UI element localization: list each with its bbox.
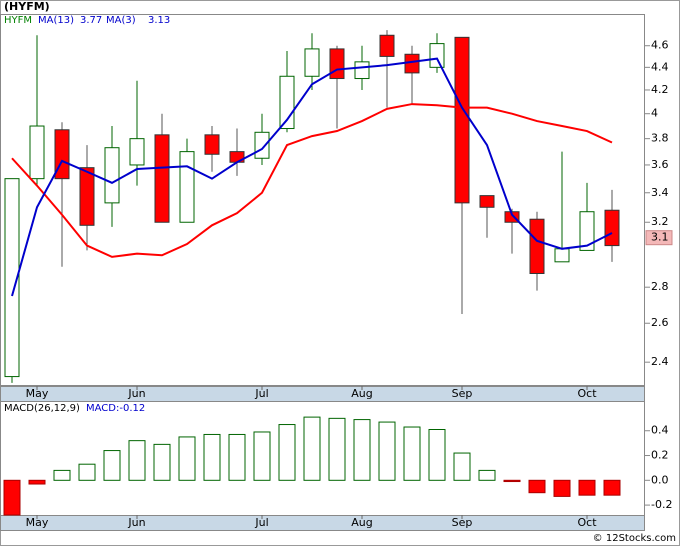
y-tick-label: 3.6 [651, 158, 669, 171]
macd-bar [53, 469, 71, 481]
macd-bar [278, 424, 296, 481]
x-tick-label: Jul [254, 387, 268, 400]
macd-bar [578, 479, 596, 496]
y-tick-label: 4.2 [651, 83, 669, 96]
macd-bar [103, 450, 121, 481]
macd-bar [353, 419, 371, 481]
macd-bar [553, 479, 571, 497]
y-tick-label: 0.2 [651, 449, 669, 462]
x-tick-label: May [26, 516, 49, 529]
candle-body [479, 195, 495, 208]
macd-bar [503, 479, 521, 483]
macd-bar [528, 479, 546, 494]
x-tick-label: Oct [577, 516, 597, 529]
macd-bar [153, 443, 171, 481]
macd-bar [78, 463, 96, 481]
y-tick-label: 0.0 [651, 473, 669, 486]
legend-value: 3.77 [80, 15, 102, 26]
candle-body [29, 125, 45, 180]
macd-bar [178, 436, 196, 481]
candle-body [579, 211, 595, 251]
legend-name: MA(13) [38, 15, 74, 26]
candle-body [529, 218, 545, 274]
y-tick-label: 2.8 [651, 280, 669, 293]
price-plot [0, 14, 645, 386]
macd-bar [3, 479, 21, 516]
candle-body [429, 43, 445, 68]
x-tick-label: Sep [452, 387, 473, 400]
candle-body [254, 131, 270, 159]
x-tick-label: Jun [127, 516, 145, 529]
candle-body [354, 61, 370, 80]
legend-value: 3.13 [148, 15, 170, 26]
macd-bar [203, 433, 221, 481]
x-tick-label: Jun [127, 387, 145, 400]
chart-title: (HYFM) [4, 0, 50, 13]
candle-body [404, 53, 420, 74]
y-tick-label: 4.4 [651, 60, 669, 73]
x-tick-label: Jul [254, 516, 268, 529]
macd-bar [228, 433, 246, 481]
candle-body [329, 48, 345, 80]
macd-bar [253, 431, 271, 481]
macd-bar [328, 417, 346, 481]
ma-line [11, 103, 613, 258]
candle-body [454, 36, 470, 204]
y-tick-label: 4.6 [651, 39, 669, 52]
x-axis-band [0, 386, 645, 402]
ma-line [11, 57, 613, 297]
y-tick-label: 3.2 [651, 215, 669, 228]
candle-body [104, 147, 120, 204]
macd-bar [428, 429, 446, 481]
candle-body [554, 248, 570, 263]
macd-bar [453, 452, 471, 481]
candle-body [204, 134, 220, 155]
y-tick-label: -0.2 [651, 498, 672, 511]
candle-body [504, 211, 520, 223]
y-tick-label: 4 [651, 107, 658, 120]
x-tick-label: Sep [452, 516, 473, 529]
y-tick-label: 3.4 [651, 186, 669, 199]
macd-title: MACD(26,12,9) [4, 403, 80, 414]
candle-body [604, 209, 620, 247]
candle-body [129, 138, 145, 166]
x-tick-label: Oct [577, 387, 597, 400]
x-tick-label: Aug [351, 516, 372, 529]
macd-label: MACD:-0.12 [86, 403, 145, 414]
last-price-box [645, 230, 673, 246]
candle-body [79, 167, 95, 226]
y-tick-label: 3.8 [651, 132, 669, 145]
macd-bar [478, 469, 496, 481]
macd-plot [0, 401, 645, 516]
last-price-label: 3.1 [651, 231, 669, 244]
y-tick-label: 0.4 [651, 424, 669, 437]
legend-symbol: HYFM [4, 15, 32, 26]
candle-body [179, 151, 195, 223]
y-tick-label: 2.6 [651, 316, 669, 329]
candle-body [4, 178, 20, 378]
footer: © 12Stocks.com [593, 533, 676, 544]
macd-bar [378, 421, 396, 481]
candle-body [304, 48, 320, 77]
x-tick-label: May [26, 387, 49, 400]
x-axis-band [0, 515, 645, 531]
legend-name: MA(3) [106, 15, 136, 26]
macd-bar [303, 416, 321, 481]
candle-body [154, 134, 170, 223]
macd-bar [403, 426, 421, 481]
x-tick-label: Aug [351, 387, 372, 400]
candle-body [379, 34, 395, 57]
macd-bar [28, 479, 46, 485]
macd-bar [128, 440, 146, 481]
y-tick-label: 2.4 [651, 355, 669, 368]
macd-bar [603, 479, 621, 496]
